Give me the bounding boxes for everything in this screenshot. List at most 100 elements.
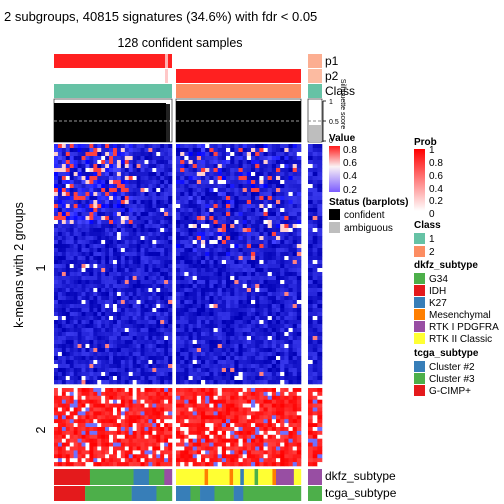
heatmap-cell [69, 172, 74, 177]
heatmap-cell [312, 248, 318, 253]
heatmap-cell [105, 200, 110, 205]
heatmap-cell [140, 184, 145, 189]
heatmap-cell [238, 292, 243, 297]
heatmap-cell [85, 200, 90, 205]
heatmap-cell [259, 352, 264, 357]
heatmap-cell [296, 236, 302, 241]
heatmap-cell [105, 304, 110, 309]
heatmap-cell [152, 356, 157, 361]
heatmap-cell [246, 380, 252, 385]
heatmap-cell [136, 352, 141, 357]
heatmap-cell [160, 288, 165, 293]
heatmap-cell [144, 388, 149, 393]
heatmap-cell [132, 423, 137, 428]
heatmap-cell [73, 308, 78, 313]
heatmap-cell [69, 352, 74, 357]
heatmap-cell [209, 423, 214, 428]
heatmap-cell [292, 340, 298, 345]
heatmap-cell [255, 454, 260, 459]
heatmap-cell [152, 248, 157, 253]
heatmap-cell [196, 168, 202, 173]
heatmap-cell [280, 332, 285, 337]
heatmap-cell [246, 450, 252, 455]
heatmap-cell [176, 407, 181, 412]
heatmap-cell [238, 415, 243, 420]
heatmap-cell [242, 300, 248, 305]
heatmap-cell [213, 328, 218, 333]
heatmap-cell [234, 454, 239, 459]
heatmap-cell [267, 164, 273, 169]
heatmap-cell [259, 380, 264, 385]
heatmap-cell [101, 438, 106, 443]
heatmap-cell [101, 300, 106, 305]
heatmap-cell [97, 442, 102, 447]
heatmap-cell [271, 340, 277, 345]
heatmap-cell [276, 376, 281, 381]
heatmap-cell [205, 336, 210, 341]
heatmap-cell [296, 280, 302, 285]
heatmap-cell [263, 360, 268, 365]
heatmap-cell [120, 164, 126, 169]
heatmap-cell [213, 228, 218, 233]
heatmap-cell [73, 188, 78, 193]
heatmap-cell [255, 391, 260, 397]
heatmap-cell [113, 188, 118, 193]
heatmap-cell [85, 458, 90, 463]
legend-prob-tick-02: 0.2 [429, 196, 443, 207]
heatmap-cell [85, 212, 90, 217]
heatmap-cell [292, 399, 298, 404]
heatmap-cell [246, 419, 252, 424]
heatmap-cell [116, 284, 122, 289]
heatmap-cell [284, 284, 289, 289]
heatmap-cell [168, 240, 173, 245]
heatmap-cell [128, 391, 133, 397]
heatmap-cell [230, 372, 235, 377]
heatmap-cell [184, 260, 189, 265]
heatmap-cell [168, 296, 173, 301]
heatmap-cell [230, 438, 235, 443]
heatmap-cell [61, 160, 67, 165]
heatmap-cell [238, 180, 243, 185]
heatmap-cell [226, 442, 231, 447]
heatmap-cell [230, 180, 235, 185]
heatmap-cell [77, 248, 82, 253]
heatmap-cell [230, 268, 235, 273]
heatmap-cell [140, 372, 145, 377]
heatmap-cell [217, 427, 223, 432]
heatmap-cell [124, 168, 130, 173]
heatmap-cell [144, 160, 149, 165]
heatmap-cell [144, 164, 149, 169]
heatmap-cell [267, 360, 273, 365]
heatmap-cell [85, 427, 90, 432]
heatmap-cell [160, 348, 165, 353]
heatmap-cell [156, 324, 161, 329]
heatmap-cell [156, 176, 161, 181]
heatmap-cell [124, 148, 130, 153]
heatmap-cell [209, 427, 214, 432]
heatmap-cell [312, 324, 318, 329]
heatmap-cell [192, 148, 198, 153]
heatmap-cell [77, 360, 82, 365]
heatmap-cell [73, 391, 78, 397]
heatmap-cell [144, 200, 149, 205]
heatmap-cell [184, 411, 189, 416]
heatmap-cell [226, 256, 231, 261]
heatmap-cell [217, 280, 223, 285]
heatmap-cell [308, 236, 313, 241]
heatmap-cell [184, 284, 189, 289]
heatmap-cell [234, 188, 239, 193]
heatmap-cell [276, 442, 281, 447]
heatmap-cell [242, 280, 248, 285]
heatmap-cell [238, 164, 243, 169]
heatmap-cell [246, 312, 252, 317]
heatmap-cell [267, 430, 273, 436]
heatmap-cell [156, 260, 161, 265]
heatmap-cell [140, 430, 145, 436]
heatmap-cell [251, 388, 256, 393]
heatmap-cell [255, 434, 260, 439]
heatmap-cell [156, 308, 161, 313]
heatmap-cell [263, 248, 268, 253]
heatmap-cell [238, 264, 243, 269]
heatmap-cell [192, 284, 198, 289]
heatmap-cell [226, 372, 231, 377]
